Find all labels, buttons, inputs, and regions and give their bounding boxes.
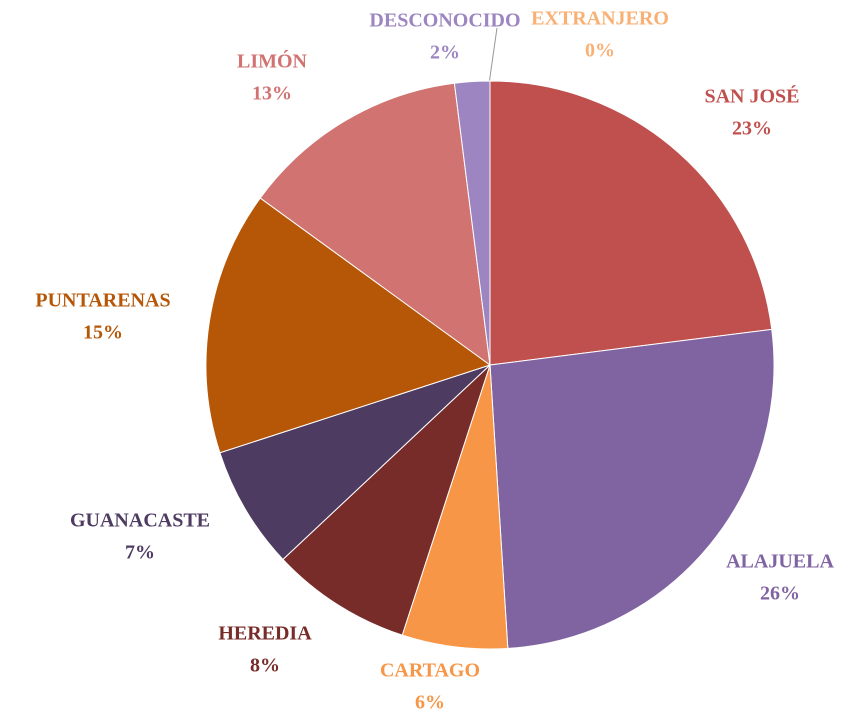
pie-slice (259, 82, 491, 367)
slice-value-label: 26% (760, 583, 800, 605)
pie-slice (205, 197, 492, 454)
slice-value-label: 6% (415, 692, 445, 714)
slice-label: PUNTARENAS (35, 290, 170, 312)
slice-value-label: 2% (430, 42, 460, 64)
slice-label: SAN JOSÉ (704, 85, 799, 108)
leader-line (488, 27, 498, 85)
pie-slice (489, 80, 773, 366)
slice-label: DESCONOCIDO (369, 10, 520, 32)
pie-slice (282, 364, 491, 636)
slice-label: GUANACASTE (70, 510, 210, 532)
slice-value-label: 13% (252, 83, 292, 105)
slice-value-label: 23% (732, 118, 772, 140)
slice-value-label: 7% (125, 542, 155, 564)
slice-label: HEREDIA (218, 623, 312, 645)
pie-slice (489, 328, 775, 649)
pie-slice (219, 364, 491, 561)
slice-value-label: 8% (250, 655, 280, 677)
slice-label: CARTAGO (380, 660, 480, 682)
slice-label: EXTRANJERO (531, 8, 669, 30)
slice-label: ALAJUELA (726, 551, 834, 573)
slice-value-label: 0% (585, 40, 615, 62)
slice-value-label: 15% (83, 322, 123, 344)
slice-label: LIMÓN (237, 49, 308, 73)
